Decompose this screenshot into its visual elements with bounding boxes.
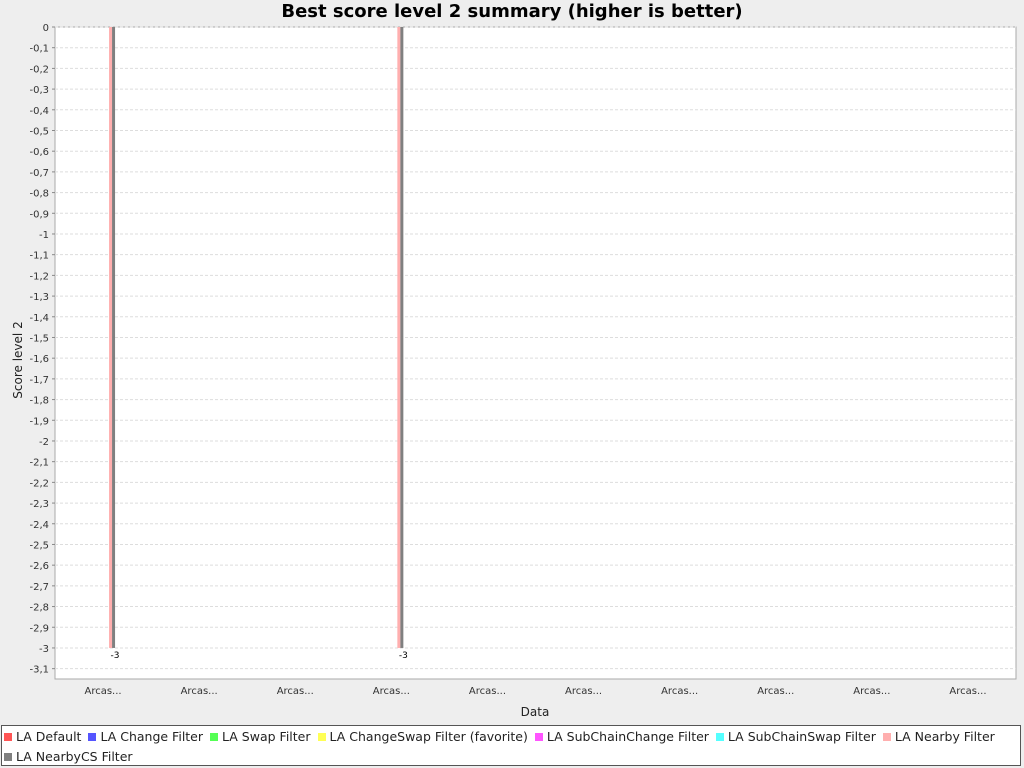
legend-label: LA SubChainChange Filter — [546, 729, 709, 744]
y-tick-label: -1,1 — [29, 251, 49, 262]
legend-item: LA Change Filter — [88, 727, 203, 747]
x-tick-label: Arcas... — [661, 686, 698, 697]
y-axis-label: Score level 2 — [11, 321, 25, 398]
y-tick-label: -3,1 — [29, 665, 49, 676]
legend-item: LA Nearby Filter — [882, 727, 995, 747]
y-tick-label: -0,3 — [29, 85, 49, 96]
legend-item: LA SubChainChange Filter — [534, 727, 709, 747]
x-tick-label: Arcas... — [277, 686, 314, 697]
y-tick-label: -2,7 — [29, 582, 49, 593]
legend-item: LA Default — [4, 727, 81, 747]
legend-label: LA SubChainSwap Filter — [727, 729, 876, 744]
bar-la-nearby-filter — [109, 27, 113, 648]
x-tick-label: Arcas... — [181, 686, 218, 697]
y-tick-label: -1 — [39, 230, 49, 241]
y-tick-label: -0,6 — [29, 147, 49, 158]
x-tick-label: Arcas... — [373, 686, 410, 697]
y-tick-label: -0,4 — [29, 106, 49, 117]
legend-item: LA NearbyCS Filter — [4, 747, 133, 767]
y-tick-label: -1,2 — [29, 271, 49, 282]
legend-swatch — [715, 733, 724, 741]
y-tick-label: -0,8 — [29, 189, 49, 200]
x-axis-label: Data — [521, 705, 550, 719]
plot-area — [54, 26, 1017, 680]
y-tick-label: -1,7 — [29, 375, 49, 386]
y-tick-label: -0,9 — [29, 209, 49, 220]
grid-lines — [55, 26, 1016, 670]
y-tick-label: -2,6 — [29, 561, 49, 572]
y-tick-label: -0,2 — [29, 64, 49, 75]
y-tick-label: -1,6 — [29, 354, 49, 365]
y-tick-label: -0,7 — [29, 168, 49, 179]
x-axis-ticks: Arcas... Arcas... Arcas... Arcas... Arcas...… — [84, 686, 986, 697]
legend-swatch — [534, 733, 543, 741]
y-tick-label: -2,2 — [29, 478, 49, 489]
legend-swatch — [4, 753, 12, 761]
y-tick-label: -0,5 — [29, 126, 49, 137]
y-tick-label: -2,5 — [29, 540, 49, 551]
data-label: -3 — [111, 651, 120, 661]
y-tick-label: -2 — [39, 437, 49, 448]
legend-swatch — [317, 733, 326, 741]
legend-label: LA ChangeSwap Filter (favorite) — [329, 729, 528, 744]
x-tick-label: Arcas... — [469, 686, 506, 697]
y-tick-label: -0,1 — [29, 44, 49, 55]
y-tick-label: -2,8 — [29, 603, 49, 614]
y-tick-label: -2,1 — [29, 458, 49, 469]
x-tick-label: Arcas... — [949, 686, 986, 697]
legend: LA Default LA Change Filter LA Swap Filter… — [1, 725, 1021, 766]
legend-label: LA NearbyCS Filter — [16, 749, 133, 764]
chart-title: Best score level 2 summary (higher is be… — [281, 1, 743, 22]
legend-item: LA ChangeSwap Filter (favorite) — [317, 727, 528, 747]
legend-label: LA Default — [16, 729, 82, 744]
legend-swatch — [210, 733, 219, 741]
y-tick-label: 0 — [43, 23, 49, 34]
y-tick-label: -3 — [39, 644, 49, 655]
y-tick-label: -2,9 — [29, 623, 49, 634]
bar-la-nearbycs-filter — [112, 27, 116, 648]
y-tick-label: -2,3 — [29, 499, 49, 510]
legend-label: LA Swap Filter — [222, 729, 311, 744]
legend-swatch — [4, 733, 12, 741]
legend-label: LA Change Filter — [100, 729, 204, 744]
y-tick-label: -1,4 — [29, 313, 49, 324]
legend-swatch — [882, 733, 891, 741]
data-labels: -3 -3 — [111, 651, 408, 661]
bar-la-nearbycs-filter — [400, 27, 404, 648]
y-tick-label: -1,3 — [29, 292, 49, 303]
legend-label: LA Nearby Filter — [894, 729, 995, 744]
y-tick-label: -1,5 — [29, 333, 49, 344]
bar-la-nearby-filter — [397, 27, 401, 648]
legend-swatch — [88, 733, 97, 741]
x-tick-label: Arcas... — [84, 686, 121, 697]
x-tick-label: Arcas... — [757, 686, 794, 697]
legend-item: LA SubChainSwap Filter — [715, 727, 876, 747]
x-tick-label: Arcas... — [853, 686, 890, 697]
bars — [109, 27, 404, 648]
x-tick-label: Arcas... — [565, 686, 602, 697]
y-axis-ticks: 0 -0,1 -0,2 -0,3 -0,4 -0,5 -0,6 -0,7 -0,8 -0,9 -1 -… — [29, 23, 55, 676]
y-tick-label: -1,8 — [29, 396, 49, 407]
chart-svg: 0 -0,1 -0,2 -0,3 -0,4 -0,5 -0,6 -0,7 -0,8 -0,9 -1 -… — [11, 23, 1017, 719]
y-tick-label: -1,9 — [29, 416, 49, 427]
y-tick-label: -2,4 — [29, 520, 49, 531]
legend-item: LA Swap Filter — [210, 727, 311, 747]
data-label: -3 — [399, 651, 408, 661]
